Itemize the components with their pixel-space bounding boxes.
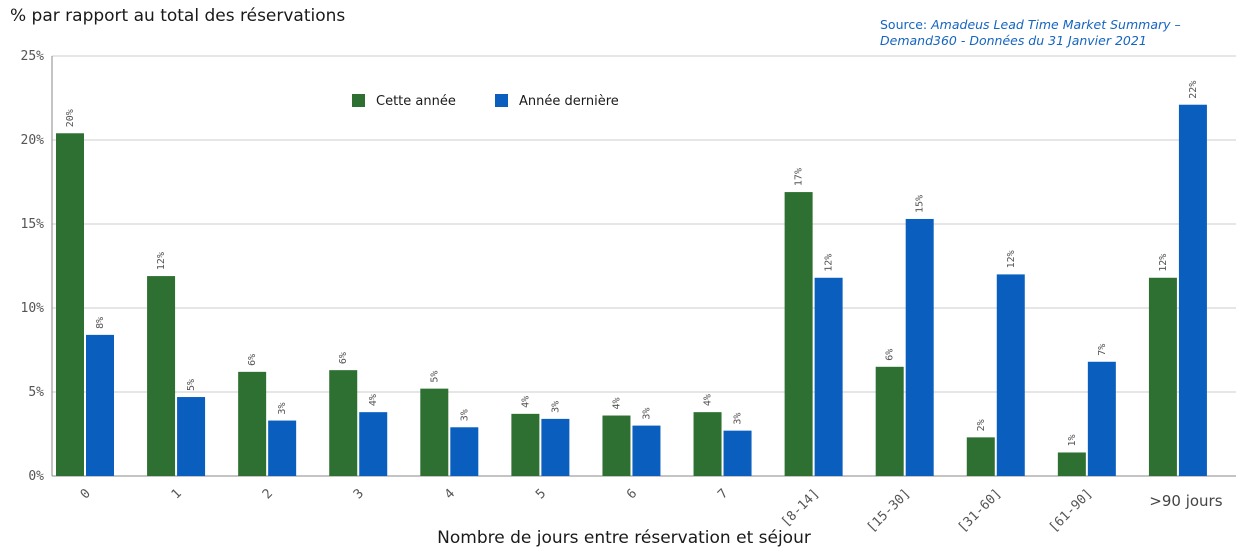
x-tick-label: [8-14] — [779, 486, 823, 530]
legend-label-cette-annee: Cette année — [376, 94, 456, 109]
data-label: 22% — [1188, 81, 1199, 99]
data-label: 17% — [794, 168, 805, 186]
data-label: 7% — [1097, 344, 1108, 356]
bar-annee-derniere — [268, 420, 297, 476]
bar-cette-annee — [1148, 277, 1177, 476]
bar-cette-annee — [420, 388, 449, 476]
source-title: Amadeus Lead Time Market Summary – — [931, 17, 1181, 32]
source-line-1: Source: Amadeus Lead Time Market Summary… — [880, 17, 1181, 33]
y-tick-label: 25% — [21, 49, 45, 64]
x-axis-title: Nombre de jours entre réservation et séj… — [437, 528, 811, 548]
x-tick-label: 0 — [78, 486, 94, 502]
y-tick-label: 5% — [28, 385, 44, 400]
x-tick-label: 1 — [169, 486, 185, 502]
data-label: 3% — [641, 408, 652, 420]
x-tick-label: 5 — [533, 486, 549, 502]
y-tick-label: 0% — [28, 469, 44, 484]
data-label: 4% — [611, 397, 622, 409]
bar-annee-derniere — [905, 218, 934, 476]
bar-cette-annee — [875, 366, 904, 476]
legend-label-annee-derniere: Année dernière — [519, 94, 619, 109]
data-label: 12% — [156, 252, 167, 270]
y-tick-label: 20% — [21, 133, 45, 148]
data-label: 15% — [915, 195, 926, 213]
data-label: 3% — [733, 413, 744, 425]
data-label: 5% — [186, 379, 197, 391]
bar-cette-annee — [147, 276, 176, 476]
bar-annee-derniere — [1087, 361, 1116, 476]
bar-cette-annee — [238, 371, 267, 476]
bar-cette-annee — [602, 415, 631, 476]
bar-annee-derniere — [1178, 104, 1207, 476]
x-tick-label: >90 jours — [1149, 492, 1222, 510]
data-label: 3% — [550, 401, 561, 413]
data-label: 1% — [1067, 434, 1078, 446]
data-label: 6% — [247, 354, 258, 366]
data-label: 6% — [338, 352, 349, 364]
bar-annee-derniere — [996, 274, 1025, 476]
data-label: 12% — [824, 254, 835, 272]
data-label: 8% — [95, 317, 106, 329]
y-tick-label: 10% — [21, 301, 45, 316]
x-tick-label: 7 — [715, 486, 731, 502]
x-tick-label: 2 — [260, 486, 276, 502]
data-label: 4% — [520, 396, 531, 408]
data-label: 12% — [1158, 254, 1169, 272]
data-label: 4% — [368, 394, 379, 406]
y-tick-label: 15% — [21, 217, 45, 232]
bar-annee-derniere — [541, 418, 570, 476]
bar-annee-derniere — [814, 277, 843, 476]
x-tick-label: 4 — [442, 486, 458, 502]
bar-annee-derniere — [632, 425, 661, 476]
bar-annee-derniere — [450, 427, 479, 476]
data-label: 4% — [703, 394, 714, 406]
data-label: 2% — [976, 419, 987, 431]
legend-swatch-annee-derniere — [495, 94, 508, 107]
bar-cette-annee — [1057, 452, 1086, 476]
x-tick-label: 3 — [351, 486, 367, 502]
x-tick-label: 6 — [624, 486, 640, 502]
y-axis-title: % par rapport au total des réservations — [10, 6, 346, 26]
bar-cette-annee — [329, 370, 358, 476]
data-label: 20% — [65, 109, 76, 127]
data-label: 3% — [277, 403, 288, 415]
bar-annee-derniere — [177, 397, 206, 476]
bar-annee-derniere — [723, 430, 752, 476]
source-prefix: Source: — [880, 17, 932, 32]
bar-cette-annee — [693, 412, 722, 476]
data-label: 3% — [459, 409, 470, 421]
source-note: Source: Amadeus Lead Time Market Summary… — [880, 17, 1181, 49]
bar-annee-derniere — [86, 334, 114, 476]
bar-cette-annee — [966, 437, 995, 476]
bar-annee-derniere — [359, 412, 388, 476]
data-label: 6% — [885, 349, 896, 361]
source-line-2: Demand360 - Données du 31 Janvier 2021 — [880, 33, 1147, 48]
legend-swatch-cette-annee — [352, 94, 365, 107]
bar-cette-annee — [56, 133, 84, 476]
data-label: 5% — [429, 371, 440, 383]
bar-cette-annee — [784, 192, 813, 476]
bar-cette-annee — [511, 413, 540, 476]
data-label: 12% — [1006, 250, 1017, 268]
